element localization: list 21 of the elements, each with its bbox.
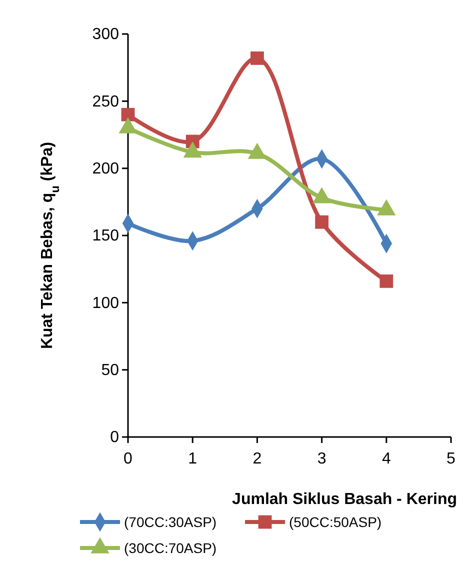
x-tick-label: 3 bbox=[317, 450, 326, 468]
x-axis-title: Jumlah Siklus Basah - Kering bbox=[232, 491, 457, 508]
legend-label: (30CC:70ASP) bbox=[124, 540, 217, 556]
y-tick-label: 250 bbox=[92, 93, 120, 110]
legend-label: (50CC:50ASP) bbox=[289, 514, 382, 530]
x-tick-label: 1 bbox=[188, 450, 198, 468]
x-tick-label: 4 bbox=[382, 450, 391, 468]
point bbox=[380, 274, 394, 288]
x-tick-label: 0 bbox=[124, 450, 133, 468]
y-tick-label: 150 bbox=[92, 228, 120, 245]
y-tick-label: 50 bbox=[101, 362, 120, 379]
point bbox=[250, 51, 264, 65]
x-tick-label: 2 bbox=[252, 450, 262, 468]
y-tick-label: 200 bbox=[92, 160, 120, 178]
point bbox=[121, 108, 135, 122]
y-tick-label: 100 bbox=[92, 294, 120, 312]
x-tick-label: 5 bbox=[446, 450, 456, 468]
legend-label: (70CC:30ASP) bbox=[124, 514, 217, 530]
point bbox=[315, 215, 329, 229]
y-tick-label: 0 bbox=[110, 429, 120, 446]
y-tick-label: 300 bbox=[92, 26, 120, 44]
